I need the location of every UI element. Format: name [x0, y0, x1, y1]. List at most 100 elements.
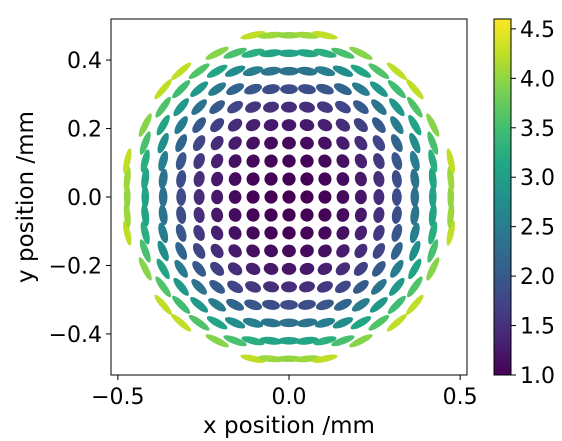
spot-point: [157, 132, 169, 154]
y-tick-label: −0.2: [49, 254, 102, 279]
spot-point: [371, 261, 386, 277]
y-tick-label: 0.4: [67, 49, 102, 74]
y-axis-label: y position /mm: [13, 111, 39, 283]
spot-point: [409, 222, 420, 244]
spot-point: [138, 257, 152, 281]
spot-point: [332, 317, 354, 329]
spot-point: [246, 136, 260, 150]
spot-point: [277, 337, 301, 345]
spot-point: [223, 47, 247, 59]
spot-point: [246, 172, 260, 186]
colorbar-tick-label: 4.0: [520, 67, 555, 92]
spot-point: [300, 136, 314, 150]
spot-point: [387, 295, 406, 314]
spot-point: [368, 63, 390, 80]
spot-point: [263, 119, 279, 132]
spot-point: [331, 335, 355, 347]
spot-point: [278, 318, 300, 328]
spot-point: [313, 48, 337, 58]
spot-point: [244, 83, 262, 95]
spot-point: [317, 262, 333, 276]
spot-point: [154, 79, 173, 100]
spot-point: [190, 297, 209, 313]
spot-point: [193, 153, 205, 170]
spot-point: [278, 66, 300, 76]
spot-point: [406, 276, 423, 298]
spot-point: [188, 63, 210, 80]
spot-point: [282, 190, 296, 204]
spot-point: [262, 299, 280, 310]
spot-point: [141, 203, 150, 227]
spot-point: [369, 81, 388, 97]
spot-point: [446, 148, 455, 174]
spot-point: [354, 153, 368, 169]
spot-point: [226, 83, 245, 96]
spot-point: [314, 66, 336, 77]
spot-point: [408, 258, 422, 280]
spot-point: [123, 220, 132, 246]
spot-point: [282, 208, 296, 222]
spot-point: [205, 334, 229, 348]
spot-point: [318, 190, 332, 204]
spot-point: [335, 262, 351, 276]
spot-point: [351, 82, 370, 96]
spot-point: [193, 207, 205, 223]
spot-point: [141, 167, 150, 191]
spot-point: [228, 244, 242, 258]
spot-point: [318, 244, 332, 258]
spot-point: [349, 334, 373, 348]
spot-point: [139, 239, 151, 263]
colorbar-tick-label: 2.5: [520, 216, 555, 241]
spot-point: [405, 294, 424, 315]
colorbar-tick-label: 3.0: [520, 166, 555, 191]
spot-point: [260, 66, 282, 76]
spot-point: [155, 276, 172, 298]
spot-point: [299, 281, 315, 293]
spot-point: [140, 149, 150, 173]
spot-point: [299, 262, 315, 275]
spot-point: [158, 222, 169, 244]
spot-point: [172, 80, 191, 99]
spot-point: [390, 116, 404, 135]
spot-point: [336, 154, 350, 168]
spot-point: [154, 294, 173, 315]
spot-point: [300, 208, 314, 222]
spot-point: [262, 84, 280, 95]
spot-point: [192, 135, 206, 152]
spot-point: [300, 154, 314, 168]
spot-point: [206, 64, 228, 78]
colorbar-tick-label: 3.5: [520, 117, 555, 142]
spot-point: [138, 113, 152, 137]
x-tick-label: −0.5: [91, 385, 144, 410]
spot-point: [295, 49, 319, 58]
spot-point: [193, 189, 205, 205]
spot-point: [391, 224, 403, 242]
spot-point: [334, 100, 351, 114]
spot-point: [354, 189, 367, 205]
spot-point: [208, 82, 227, 96]
spot-point: [245, 118, 261, 132]
spot-point: [224, 317, 246, 329]
spot-point: [280, 84, 298, 95]
spot-point: [223, 335, 247, 347]
spot-point: [227, 100, 244, 114]
spot-point: [158, 186, 168, 208]
spot-point: [300, 226, 314, 240]
spot-point: [282, 154, 296, 168]
spot-point: [296, 66, 318, 76]
spot-point: [428, 221, 438, 245]
spot-point: [228, 136, 242, 150]
spot-point: [174, 116, 188, 135]
spot-point: [318, 154, 332, 168]
spot-point: [391, 152, 403, 170]
spot-point: [158, 204, 168, 226]
spot-point: [208, 298, 227, 312]
spot-point: [391, 170, 402, 188]
spot-point: [173, 98, 189, 117]
spot-point: [157, 240, 169, 262]
spot-point: [173, 277, 189, 296]
spot-point: [282, 136, 296, 150]
spot-point: [242, 66, 264, 77]
spot-point: [176, 206, 187, 224]
